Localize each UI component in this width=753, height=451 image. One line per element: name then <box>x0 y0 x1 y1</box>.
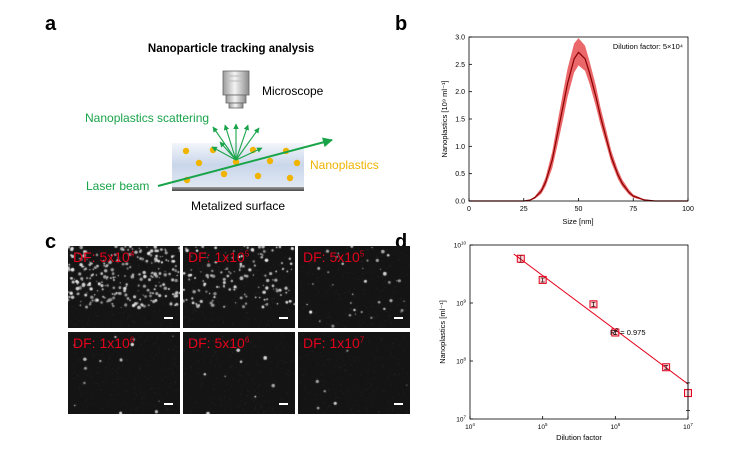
x-tick-exponent: 5 <box>545 422 548 427</box>
series-line <box>469 51 688 202</box>
df-label: DF: 5x104 <box>73 249 135 265</box>
micrograph-image <box>183 246 295 328</box>
x-tick-label: 107 <box>683 422 693 431</box>
scale-bar <box>394 403 403 405</box>
x-tick-exponent: 6 <box>618 422 621 427</box>
plot-frame <box>469 244 689 420</box>
laser-beam-label: Laser beam <box>86 179 149 193</box>
scale-bar <box>164 317 173 319</box>
x-tick-label: 0 <box>467 206 471 213</box>
y-tick-label: 107 <box>456 415 466 424</box>
data-point <box>589 300 598 309</box>
y-tick-exponent: 9 <box>463 299 466 304</box>
micrograph-df-1e6: DF: 1x106 <box>68 332 180 414</box>
micrograph-image <box>298 332 410 414</box>
x-axis-label: Dilution factor <box>556 433 602 442</box>
df-label: DF: 1x106 <box>73 335 135 351</box>
y-tick-label: 1.5 <box>455 117 465 124</box>
laser-beam-arrow <box>157 137 333 187</box>
panel-a-schematic: Nanoparticle tracking analysis Microscop… <box>85 43 379 213</box>
scale-bar <box>279 403 288 405</box>
x-tick-exponent: 4 <box>472 422 475 427</box>
metalized-surface <box>172 187 304 191</box>
y-axis-label: Nanoplastics [ml⁻¹] <box>438 300 447 364</box>
micrograph-df-1e7: DF: 1x107 <box>298 332 410 414</box>
data-point <box>516 254 525 263</box>
data-point <box>611 328 620 337</box>
scale-bar <box>164 403 173 405</box>
scattering-arrows <box>211 123 263 161</box>
x-tick-label: 75 <box>629 206 637 213</box>
x-tick-label: 106 <box>610 422 620 431</box>
nanoplastics-label: Nanoplastics <box>310 158 379 172</box>
df-label: DF: 5x105 <box>303 249 365 265</box>
panel-letter-b: b <box>395 13 408 35</box>
y-tick-label: 1010 <box>454 241 467 250</box>
df-label: DF: 5x106 <box>188 335 250 351</box>
confidence-band <box>469 38 688 201</box>
micrograph-df-1e5: DF: 1x105 <box>183 246 295 328</box>
scale-bar <box>279 317 288 319</box>
panel-letter-a: a <box>45 13 57 35</box>
y-tick-label: 108 <box>456 357 466 366</box>
x-axis-label: Size [nm] <box>562 217 593 226</box>
df-label: DF: 1x105 <box>188 249 250 265</box>
micrograph-image <box>68 246 180 328</box>
panel-letter-c: c <box>45 231 57 253</box>
fit-line <box>513 253 689 385</box>
y-tick-label: 0.5 <box>455 171 465 178</box>
x-tick-label: 50 <box>575 206 583 213</box>
x-tick-label: 104 <box>465 422 475 431</box>
micrograph-image <box>183 332 295 414</box>
micrograph-df-5e6: DF: 5x106 <box>183 332 295 414</box>
y-tick-label: 2.5 <box>455 62 465 69</box>
y-tick-label: 3.0 <box>455 35 465 42</box>
r-squared-sup: 2 <box>615 328 618 334</box>
scale-bar <box>394 317 403 319</box>
r-squared-value: = 0.975 <box>618 328 645 337</box>
micrograph-image <box>298 246 410 328</box>
y-tick-exponent: 10 <box>461 241 467 246</box>
y-tick-label: 0.0 <box>455 199 465 206</box>
scattering-label: Nanoplastics scattering <box>85 111 209 125</box>
surface-label: Metalized surface <box>191 199 285 213</box>
df-label: DF: 1x107 <box>303 335 365 351</box>
y-axis-label: Nanoplastics [10⁹ ml⁻¹] <box>440 80 449 157</box>
micrograph-df-5e4: DF: 5x104 <box>68 246 180 328</box>
y-tick-exponent: 8 <box>463 357 466 362</box>
micrograph-df-5e5: DF: 5x105 <box>298 246 410 328</box>
r-squared-annotation: R2 = 0.975 <box>610 328 646 337</box>
y-tick-label: 109 <box>456 299 466 308</box>
y-tick-label: 2.0 <box>455 89 465 96</box>
data-point <box>662 363 671 372</box>
y-tick-exponent: 7 <box>463 415 466 420</box>
y-tick-label: 1.0 <box>455 144 465 151</box>
chart-annotation: Dilution factor: 5×10⁴ <box>613 42 683 51</box>
x-tick-exponent: 7 <box>690 422 693 427</box>
panel-a-title: Nanoparticle tracking analysis <box>148 43 314 55</box>
x-tick-label: 100 <box>682 206 694 213</box>
micrograph-image <box>68 332 180 414</box>
microscope-objective-icon <box>222 70 250 109</box>
x-tick-label: 25 <box>520 206 528 213</box>
data-point <box>538 275 547 284</box>
microscope-label: Microscope <box>262 84 324 98</box>
x-tick-label: 105 <box>538 422 548 431</box>
chart-b: 0 25 50 75 100 0.0 0.5 1.0 1.5 2.0 2.5 3.0 Size [nm]… <box>440 35 694 227</box>
